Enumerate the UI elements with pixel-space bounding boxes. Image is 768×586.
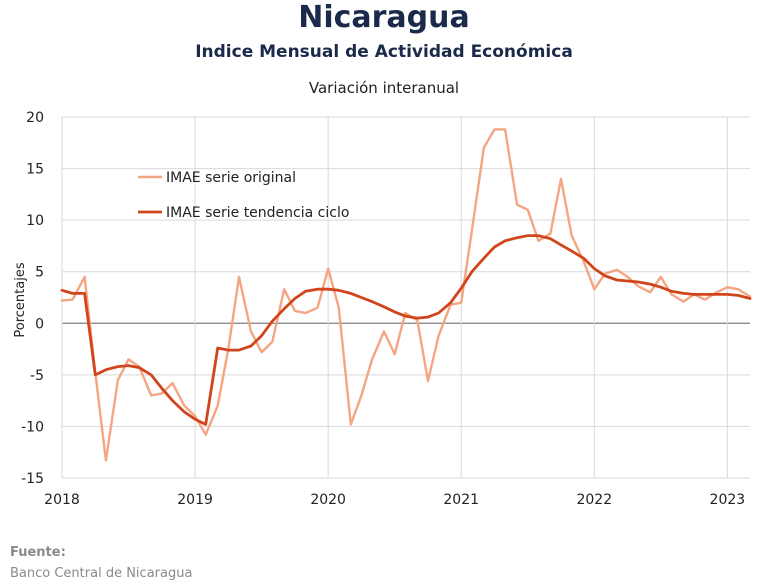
grid-lines — [61, 116, 750, 479]
series-line-trend — [60, 234, 752, 426]
y-tick-label: -5 — [30, 368, 44, 384]
chart-subtitle-secondary: Variación interanual — [308, 79, 460, 97]
y-tick-label: -15 — [21, 471, 44, 487]
x-tick-label: 2023 — [710, 492, 746, 508]
y-tick-label: 15 — [26, 162, 44, 178]
legend-label: IMAE serie tendencia ciclo — [166, 205, 349, 221]
source-label: Fuente: — [10, 545, 66, 560]
legend-label: IMAE serie original — [166, 170, 296, 186]
page-title: Nicaragua — [298, 0, 470, 35]
legend: IMAE serie original IMAE serie tendencia … — [138, 170, 349, 221]
series-line-original — [60, 128, 752, 462]
chart-subtitle: Indice Mensual de Actividad Económica — [195, 42, 573, 62]
x-tick-label: 2022 — [576, 492, 612, 508]
y-axis-label: Porcentajes — [13, 262, 28, 337]
y-tick-label: 10 — [26, 213, 44, 229]
y-tick-label: -10 — [21, 419, 44, 435]
x-tick-label: 2019 — [177, 492, 213, 508]
y-tick-label: 0 — [35, 316, 44, 332]
axes: -15 -10 -5 0 5 10 15 20 2018 2019 2020 2021 2022 2023 — [21, 110, 750, 508]
x-tick-label: 2018 — [44, 492, 80, 508]
x-tick-label: 2020 — [310, 492, 346, 508]
x-tick-label: 2021 — [443, 492, 479, 508]
y-tick-label: 20 — [26, 110, 44, 126]
y-tick-label: 5 — [35, 265, 44, 281]
source-text: Banco Central de Nicaragua — [10, 566, 193, 581]
series-lines — [60, 128, 752, 462]
